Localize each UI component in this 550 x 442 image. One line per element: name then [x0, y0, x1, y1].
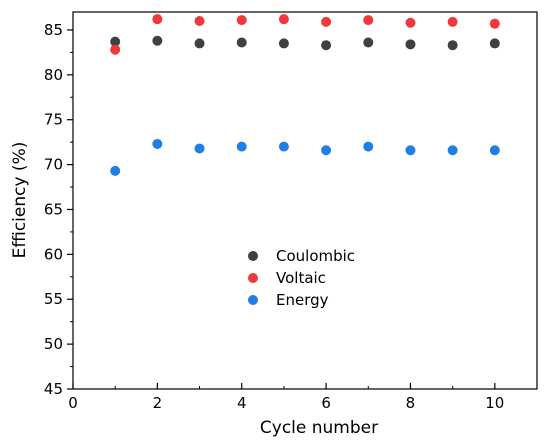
coulombic-point — [236, 37, 247, 48]
y-tick-label: 70 — [44, 156, 63, 174]
voltaic-legend-label: Voltaic — [276, 269, 326, 287]
voltaic-point — [152, 14, 163, 25]
y-tick-label: 65 — [44, 200, 63, 218]
coulombic-point — [405, 39, 416, 50]
x-tick-label: 0 — [68, 394, 78, 412]
y-tick-label: 80 — [44, 66, 63, 84]
x-axis: 0 2 4 6 8 10 — [68, 383, 504, 412]
coulombic-point — [321, 40, 332, 51]
energy-point — [194, 143, 205, 154]
coulombic-point — [110, 36, 121, 47]
y-tick-label: 85 — [44, 21, 63, 39]
x-tick-label: 6 — [321, 394, 331, 412]
y-tick-label: 55 — [44, 290, 63, 308]
energy-point — [236, 141, 247, 152]
coulombic-point — [152, 35, 163, 46]
energy-point — [489, 145, 500, 156]
y-tick-label: 50 — [44, 335, 63, 353]
energy-legend-label: Energy — [276, 291, 329, 309]
voltaic-point — [110, 44, 121, 55]
voltaic-point — [489, 18, 500, 29]
energy-point — [278, 141, 289, 152]
coulombic-legend-marker — [248, 251, 258, 261]
energy-point — [363, 141, 374, 152]
data-points — [110, 14, 500, 176]
plot-frame — [72, 11, 538, 390]
y-tick-label: 75 — [44, 111, 63, 129]
energy-point — [447, 145, 458, 156]
voltaic-point — [405, 17, 416, 28]
coulombic-point — [363, 37, 374, 48]
y-tick-label: 60 — [44, 245, 63, 263]
energy-point — [110, 165, 121, 176]
coulombic-legend-label: Coulombic — [276, 247, 355, 265]
legend: Coulombic Voltaic Energy — [248, 247, 355, 309]
y-tick-label: 45 — [44, 380, 63, 398]
coulombic-point — [489, 38, 500, 49]
voltaic-legend-marker — [248, 273, 258, 283]
x-tick-label: 2 — [153, 394, 163, 412]
x-tick-label: 10 — [485, 394, 504, 412]
voltaic-point — [278, 14, 289, 25]
energy-point — [152, 138, 163, 149]
coulombic-point — [447, 40, 458, 51]
y-axis: 45 50 55 60 65 70 75 80 85 — [44, 21, 73, 398]
energy-point — [405, 145, 416, 156]
x-tick-label: 8 — [406, 394, 416, 412]
coulombic-point — [278, 38, 289, 49]
voltaic-point — [363, 15, 374, 26]
voltaic-point — [236, 15, 247, 26]
coulombic-point — [194, 38, 205, 49]
x-axis-title: Cycle number — [260, 418, 378, 438]
voltaic-point — [321, 16, 332, 27]
voltaic-point — [194, 15, 205, 26]
energy-point — [321, 145, 332, 156]
x-tick-label: 4 — [237, 394, 247, 412]
energy-legend-marker — [248, 295, 258, 305]
voltaic-point — [447, 16, 458, 27]
y-axis-title: Efficiency (%) — [10, 142, 30, 259]
